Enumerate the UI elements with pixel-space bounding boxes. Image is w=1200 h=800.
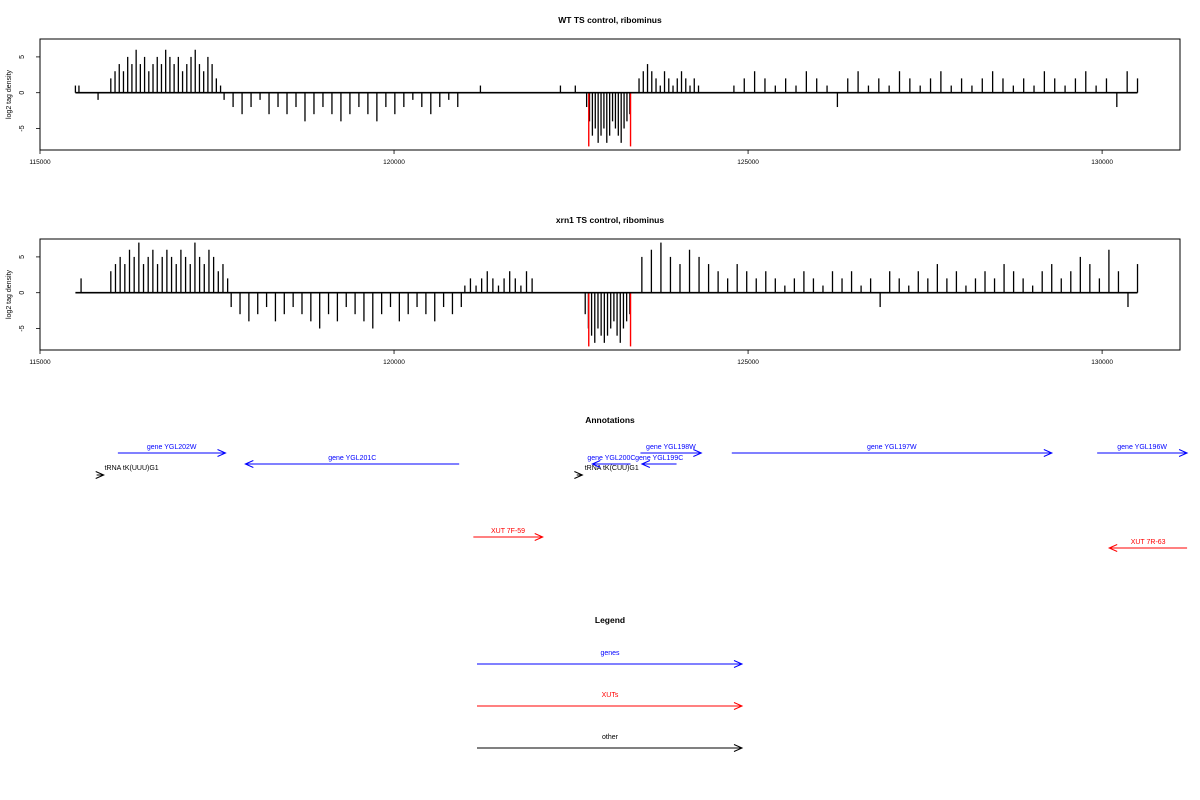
x-tick-label: 115000 bbox=[29, 359, 51, 366]
annotation-arrow bbox=[640, 460, 677, 468]
annotation-arrow bbox=[1107, 544, 1188, 552]
chart-panel: xrn1 TS control, ribominus log2 tag densi… bbox=[6, 215, 1181, 366]
x-tick-label: 130000 bbox=[1091, 159, 1113, 166]
arrow-head bbox=[574, 471, 584, 479]
arrow-head bbox=[217, 449, 227, 457]
annotation-label: gene YGL197W bbox=[867, 444, 917, 451]
arrow-head bbox=[733, 660, 744, 668]
arrow-head bbox=[733, 702, 744, 710]
annotation-label: tRNA tK(UUU)G1 bbox=[105, 465, 159, 472]
annotation-arrow bbox=[640, 449, 703, 457]
y-tick-label: -5 bbox=[19, 125, 26, 131]
annotation-arrow bbox=[95, 471, 105, 479]
legend-label: other bbox=[602, 734, 619, 741]
annotation-label: gene YGL198W bbox=[646, 444, 696, 451]
annotation-label: XUT 7R-63 bbox=[1131, 539, 1166, 546]
annotation-arrow bbox=[473, 533, 544, 541]
legend-title: Legend bbox=[595, 615, 625, 625]
x-tick-label: 125000 bbox=[737, 359, 759, 366]
arrow-head bbox=[693, 449, 703, 457]
arrow-head bbox=[244, 460, 254, 468]
annotation-label: gene YGL201C bbox=[328, 455, 376, 462]
arrow-head bbox=[534, 533, 544, 541]
x-tick-label: 120000 bbox=[383, 159, 405, 166]
annotations-title: Annotations bbox=[585, 415, 635, 425]
arrow-head bbox=[1178, 449, 1189, 457]
plot-frame bbox=[39, 238, 1181, 351]
plot-frame bbox=[39, 38, 1181, 151]
annotation-label: XUT 7F-59 bbox=[491, 528, 525, 535]
annotation-label: gene YGL199C bbox=[635, 455, 683, 462]
x-tick-label: 130000 bbox=[1091, 359, 1113, 366]
annotation-label: gene YGL196W bbox=[1117, 444, 1167, 451]
arrow-head bbox=[95, 471, 105, 479]
x-tick-label: 120000 bbox=[383, 359, 405, 366]
y-tick-label: 5 bbox=[19, 55, 26, 59]
annotation-arrow bbox=[574, 471, 584, 479]
x-tick-label: 125000 bbox=[737, 159, 759, 166]
legend-label: XUTs bbox=[602, 692, 619, 699]
arrow-head bbox=[591, 460, 601, 468]
annotations-panel: Annotations tRNA tK(UUU)G1 gene YGL202W ge… bbox=[95, 415, 1189, 552]
arrow-head bbox=[640, 460, 651, 468]
y-tick-label: 0 bbox=[19, 291, 26, 295]
legend-arrow bbox=[477, 660, 744, 668]
legend-arrow bbox=[477, 744, 744, 752]
y-axis-label: log2 tag density bbox=[6, 269, 13, 319]
arrow-head bbox=[733, 744, 744, 752]
arrow-head bbox=[1043, 449, 1054, 457]
legend: Legend genes XUTs other bbox=[477, 615, 744, 752]
annotation-label: gene YGL200C bbox=[587, 455, 635, 462]
annotation-arrow bbox=[731, 449, 1054, 457]
chart-title: WT TS control, ribominus bbox=[558, 15, 662, 25]
y-tick-label: 0 bbox=[19, 91, 26, 95]
annotation-label: gene YGL202W bbox=[147, 444, 197, 451]
chart-panel: WT TS control, ribominus log2 tag density… bbox=[6, 15, 1181, 166]
annotation-arrow bbox=[244, 460, 460, 468]
legend-arrow bbox=[477, 702, 744, 710]
legend-label: genes bbox=[600, 650, 620, 657]
annotation-arrow bbox=[1097, 449, 1189, 457]
arrow-head bbox=[1107, 544, 1118, 552]
annotation-arrow bbox=[591, 460, 631, 468]
annotation-arrow bbox=[117, 449, 227, 457]
x-tick-label: 115000 bbox=[29, 159, 51, 166]
y-tick-label: 5 bbox=[19, 255, 26, 259]
y-tick-label: -5 bbox=[19, 325, 26, 331]
chart-title: xrn1 TS control, ribominus bbox=[556, 215, 664, 225]
annotation-label: tRNA tK(CUU)G1 bbox=[585, 465, 639, 472]
y-axis-label: log2 tag density bbox=[6, 69, 13, 119]
